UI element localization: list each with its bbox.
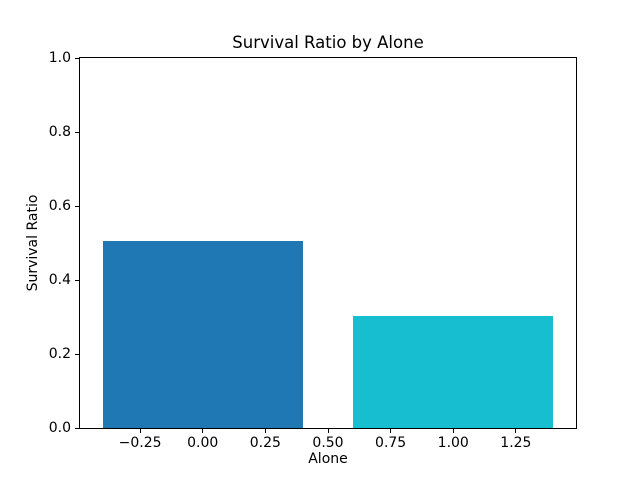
x-tick-mark (327, 429, 329, 433)
bar-0 (102, 241, 303, 428)
x-tick-mark (264, 429, 266, 433)
x-tick-label: 1.25 (500, 435, 532, 451)
y-tick-mark (75, 205, 79, 207)
x-axis-label: Alone (308, 451, 348, 467)
x-tick-mark (390, 429, 392, 433)
x-tick-label: 0.50 (312, 435, 344, 451)
x-tick-mark (139, 429, 141, 433)
x-tick-mark (202, 429, 204, 433)
y-tick-label: 0.2 (48, 346, 71, 362)
y-tick-mark (75, 57, 79, 59)
x-tick-label: 0.00 (187, 435, 219, 451)
bar-1 (353, 315, 554, 428)
x-tick-label: 0.25 (249, 435, 281, 451)
y-tick-mark (75, 131, 79, 133)
y-tick-mark (75, 427, 79, 429)
x-tick-label: −0.25 (118, 435, 162, 451)
y-tick-mark (75, 353, 79, 355)
y-tick-label: 0.6 (48, 198, 71, 214)
y-tick-label: 0.4 (48, 272, 71, 288)
y-tick-label: 0.0 (48, 420, 71, 436)
x-tick-label: 1.00 (437, 435, 469, 451)
x-tick-mark (452, 429, 454, 433)
y-tick-label: 0.8 (48, 124, 71, 140)
y-tick-label: 1.0 (48, 50, 71, 66)
x-tick-mark (515, 429, 517, 433)
y-tick-mark (75, 279, 79, 281)
chart-title: Survival Ratio by Alone (232, 33, 424, 52)
x-tick-label: 0.75 (375, 435, 407, 451)
